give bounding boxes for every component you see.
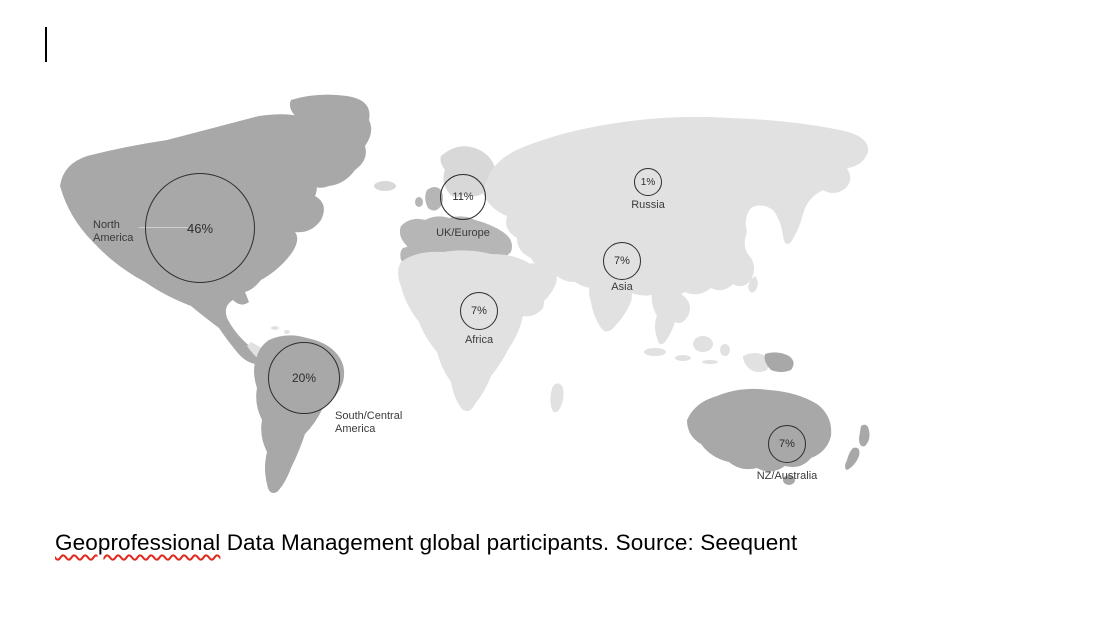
- islands-indonesia: [675, 355, 691, 361]
- region-southeast-asia: [651, 288, 690, 345]
- caption-text: Data Management global participants. Sou…: [220, 530, 798, 555]
- islands-indonesia: [644, 348, 666, 356]
- island-greenland: [289, 94, 372, 188]
- bubble-value-russia: 1%: [640, 176, 656, 188]
- islands-japan: [748, 276, 758, 293]
- island-new-guinea-east: [764, 352, 794, 372]
- bubble-value-north-america: 46%: [186, 220, 214, 236]
- bubble-south-central-america: 20%: [268, 342, 340, 414]
- region-label-russia: Russia: [631, 199, 665, 211]
- island-new-guinea-west: [743, 353, 769, 372]
- bubble-value-asia: 7%: [614, 255, 630, 267]
- continent-australia: [687, 388, 832, 472]
- island-new-zealand-north: [859, 424, 870, 447]
- islands-indonesia: [693, 336, 713, 352]
- islands-caribbean: [284, 330, 290, 334]
- island-new-zealand-south: [845, 447, 860, 470]
- bubble-uk-europe: 11%: [440, 174, 486, 220]
- bubble-russia: 1%: [634, 168, 662, 196]
- region-label-south-central-america: South/Central America: [335, 410, 403, 435]
- bubble-value-nz-australia: 7%: [779, 438, 795, 450]
- bubble-value-south-central-america: 20%: [291, 371, 317, 385]
- islands-indonesia: [702, 360, 718, 364]
- island-great-britain: [425, 187, 443, 211]
- islands-japan: [739, 258, 750, 283]
- world-map-svg: [60, 94, 870, 493]
- continent-africa: [398, 250, 545, 412]
- islands-indonesia: [720, 344, 730, 356]
- bubble-asia: 7%: [603, 242, 641, 280]
- figure-caption[interactable]: Geoprofessional Data Management global p…: [55, 530, 797, 556]
- island-iceland: [374, 181, 396, 191]
- island-tasmania: [783, 475, 795, 485]
- region-label-africa: Africa: [464, 334, 494, 346]
- bubble-value-uk-europe: 11%: [452, 191, 474, 203]
- region-india: [589, 279, 632, 332]
- bubble-africa: 7%: [460, 292, 498, 330]
- island-madagascar: [550, 383, 564, 413]
- region-label-uk-europe: UK/Europe: [436, 227, 490, 239]
- bubble-north-america: 46%: [145, 173, 255, 283]
- bubble-value-africa: 7%: [471, 305, 487, 317]
- world-map-figure[interactable]: [55, 90, 1045, 502]
- region-label-nz-australia: NZ/Australia: [756, 470, 818, 482]
- region-label-asia: Asia: [611, 281, 633, 293]
- island-ireland: [415, 197, 423, 207]
- continent-asia-russia: [483, 116, 869, 297]
- text-cursor: [45, 27, 47, 62]
- islands-caribbean: [271, 326, 279, 330]
- misspelled-word: Geoprofessional: [55, 530, 221, 555]
- region-label-north-america: North America: [93, 219, 134, 244]
- bubble-nz-australia: 7%: [768, 425, 806, 463]
